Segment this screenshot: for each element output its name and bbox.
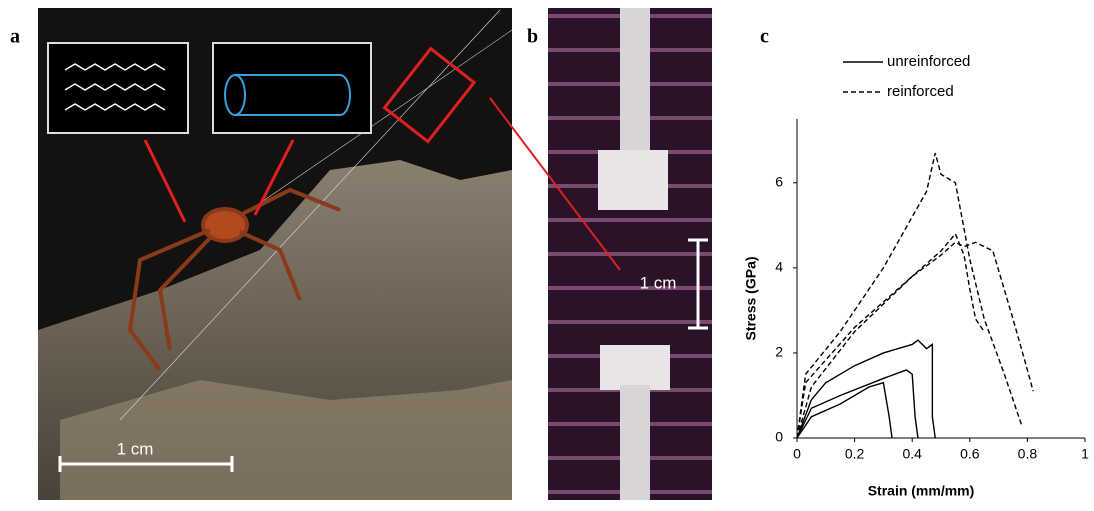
x-tick-label: 0 [793, 446, 801, 462]
silk [119, 9, 501, 421]
panel-label: a [10, 26, 20, 48]
nanotube-inset [212, 42, 372, 134]
nanotube [235, 74, 351, 116]
curve [796, 232, 985, 439]
arrow [143, 139, 187, 223]
y-tick-label: 6 [775, 174, 783, 190]
curve [796, 369, 919, 439]
nanotube [224, 74, 246, 116]
panel-label: b [527, 26, 538, 48]
y-tick-label: 4 [775, 259, 783, 275]
grip [620, 8, 650, 168]
highlight-box [382, 46, 477, 144]
legend-label: reinforced [887, 83, 954, 100]
curve [796, 381, 893, 439]
rock [60, 380, 512, 500]
x-tick-label: 0.6 [960, 446, 980, 462]
panel-label: c [760, 26, 769, 48]
grip [598, 150, 668, 210]
x-tick-label: 0.8 [1018, 446, 1038, 462]
grip [600, 345, 670, 390]
grip [620, 385, 650, 500]
x-axis-label: Strain (mm/mm) [868, 483, 975, 499]
x-tick-label: 0.2 [845, 446, 865, 462]
scale-bar-label: 1 cm [640, 273, 677, 292]
x-tick-label: 0.4 [902, 446, 922, 462]
panel-a: a 1 cm [10, 8, 513, 500]
legend-label: unreinforced [887, 53, 970, 70]
curve [796, 152, 1023, 439]
y-axis-label: Stress (GPa) [743, 256, 759, 340]
y-tick-label: 2 [775, 344, 783, 360]
curve [796, 241, 1034, 439]
graphene-inset [47, 42, 189, 134]
silk [249, 29, 513, 211]
scale-bar-label: 1 cm [117, 439, 154, 458]
spider [127, 187, 341, 372]
arrow [489, 97, 621, 271]
y-tick-label: 0 [775, 429, 783, 445]
x-tick-label: 1 [1081, 446, 1089, 462]
panel-b: b 1 cm [489, 8, 712, 500]
curve [796, 339, 936, 439]
panel-c: c 0 0.2 0.4 0.6 0.8 1 0 2 4 6 Strain (mm/mm) Stress… [743, 26, 1089, 499]
graphene-lattice [64, 63, 166, 111]
arrow [253, 139, 295, 216]
